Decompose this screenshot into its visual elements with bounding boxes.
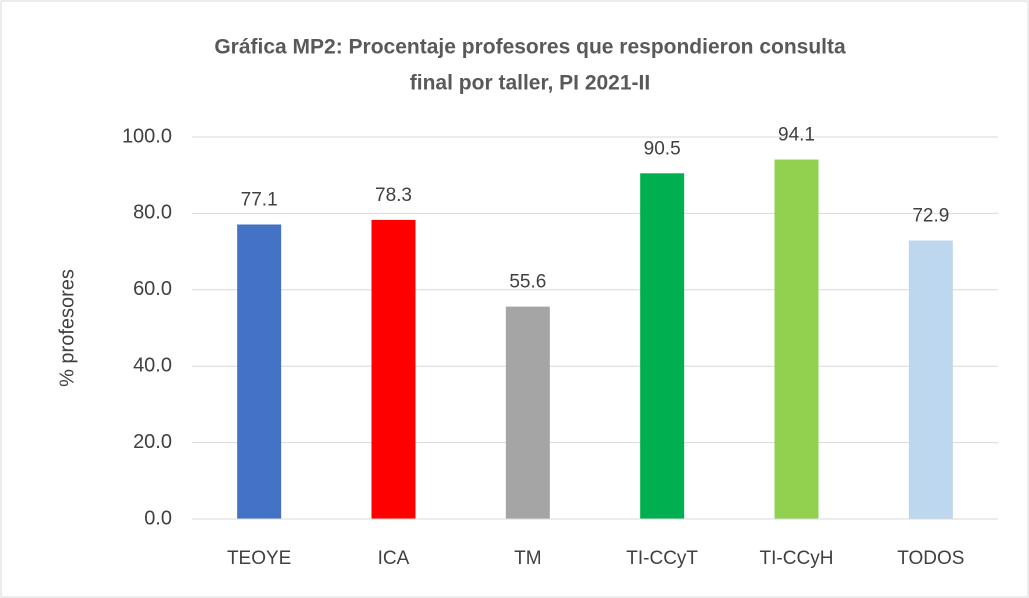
bar xyxy=(774,159,819,519)
y-tick-label: 80.0 xyxy=(133,202,172,224)
y-axis-label: % profesores xyxy=(56,269,78,387)
data-label: 94.1 xyxy=(778,125,815,146)
y-tick-label: 20.0 xyxy=(133,431,172,453)
data-label: 90.5 xyxy=(644,138,681,159)
y-tick-label: 0.0 xyxy=(144,507,172,529)
data-label: 72.9 xyxy=(912,206,949,227)
y-tick-label: 40.0 xyxy=(133,354,172,376)
bar xyxy=(505,306,550,519)
data-label: 77.1 xyxy=(241,189,278,210)
x-tick-label: TM xyxy=(514,548,541,569)
y-tick-label: 60.0 xyxy=(133,278,172,300)
data-label: 55.6 xyxy=(509,272,546,293)
x-tick-label: TI-CCyT xyxy=(626,548,698,569)
chart-title: final por taller, PI 2021-II xyxy=(410,72,650,95)
bar xyxy=(908,240,953,519)
x-tick-label: TI-CCyH xyxy=(760,548,834,569)
y-tick-label: 100.0 xyxy=(122,125,172,147)
bar xyxy=(640,173,685,520)
bar xyxy=(371,219,416,520)
x-tick-label: ICA xyxy=(378,548,410,569)
bar xyxy=(237,224,282,519)
x-tick-label: TODOS xyxy=(897,548,964,569)
chart-title: Gráfica MP2: Procentaje profesores que r… xyxy=(214,36,846,59)
data-label: 78.3 xyxy=(375,185,412,206)
x-tick-label: TEOYE xyxy=(227,548,291,569)
